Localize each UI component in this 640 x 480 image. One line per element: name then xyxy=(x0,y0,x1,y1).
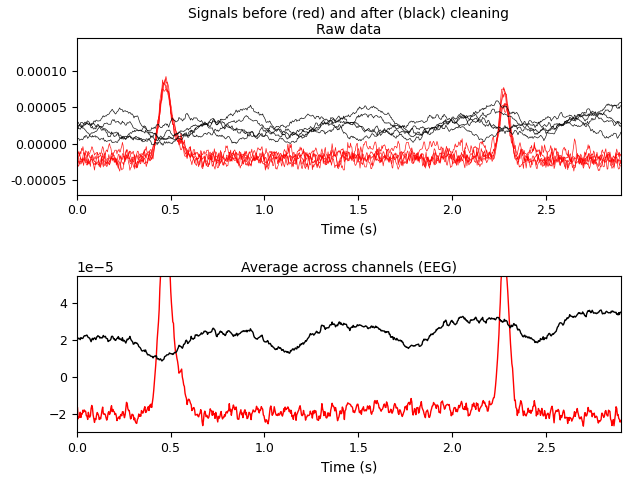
Title: Average across channels (EEG): Average across channels (EEG) xyxy=(241,261,457,275)
X-axis label: Time (s): Time (s) xyxy=(321,223,377,237)
Title: Signals before (red) and after (black) cleaning
Raw data: Signals before (red) and after (black) c… xyxy=(188,7,509,37)
X-axis label: Time (s): Time (s) xyxy=(321,460,377,474)
